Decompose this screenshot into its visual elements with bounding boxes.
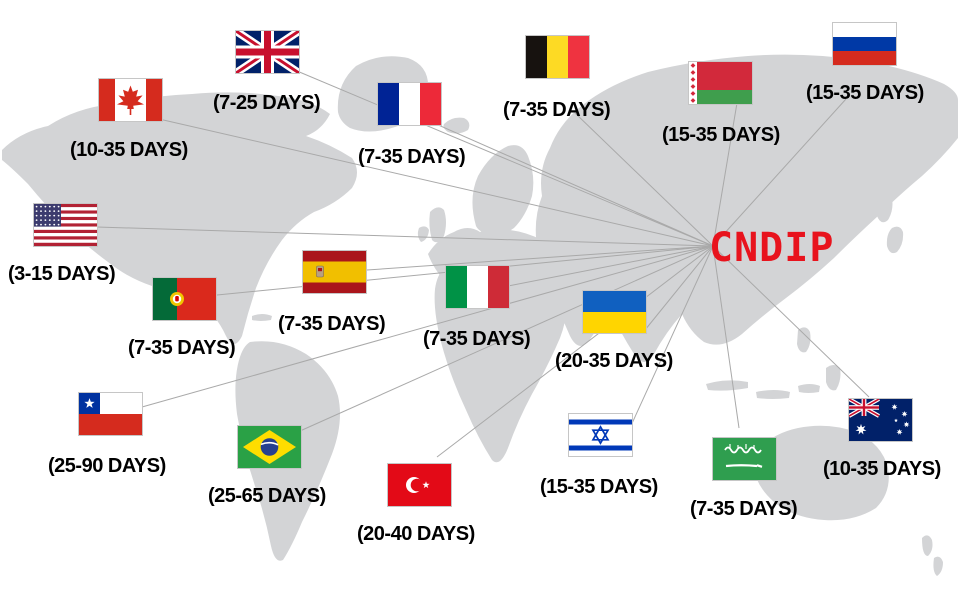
shipping-line-turkey — [436, 245, 714, 458]
shipping-days-australia: (10-35 DAYS) — [823, 458, 941, 480]
shipping-line-usa — [96, 226, 714, 247]
shipping-line-canada — [158, 118, 714, 247]
spain-flag-icon — [302, 250, 367, 294]
shipping-line-russia — [712, 98, 847, 247]
shipping-line-ukraine — [644, 245, 714, 331]
saudi-arabia-flag-icon — [712, 437, 777, 481]
israel-flag-icon — [568, 413, 633, 457]
belgium-flag-icon — [525, 35, 590, 79]
shipping-line-spain — [366, 245, 714, 271]
usa-flag-icon — [33, 203, 98, 247]
shipping-lines — [96, 70, 870, 458]
shipping-days-turkey: (20-40 DAYS) — [357, 523, 475, 545]
shipping-days-france: (7-35 DAYS) — [358, 146, 466, 168]
shipping-days-saudi_arabia: (7-35 DAYS) — [690, 498, 798, 520]
turkey-flag-icon — [387, 463, 452, 507]
chile-flag-icon — [78, 392, 143, 436]
shipping-days-belarus: (15-35 DAYS) — [662, 124, 780, 146]
shipping-line-israel — [628, 245, 714, 431]
france-flag-icon — [377, 82, 442, 126]
shipping-days-portugal: (7-35 DAYS) — [128, 337, 236, 359]
shipping-line-uk — [296, 70, 714, 247]
shipping-days-italy: (7-35 DAYS) — [423, 328, 531, 350]
shipping-days-canada: (10-35 DAYS) — [70, 139, 188, 161]
brand-title: CNDIP — [709, 225, 835, 271]
portugal-flag-icon — [152, 277, 217, 321]
shipping-days-spain: (7-35 DAYS) — [278, 313, 386, 335]
russia-flag-icon — [832, 22, 897, 66]
ukraine-flag-icon — [582, 290, 647, 334]
uk-flag-icon — [235, 30, 300, 74]
australia-flag-icon — [848, 398, 913, 442]
shipping-line-belarus — [712, 102, 738, 247]
shipping-days-chile: (25-90 DAYS) — [48, 455, 166, 477]
shipping-days-brazil: (25-65 DAYS) — [208, 485, 326, 507]
canada-flag-icon — [98, 78, 163, 122]
shipping-line-chile — [141, 245, 714, 408]
shipping-days-usa: (3-15 DAYS) — [8, 263, 116, 285]
shipping-days-ukraine: (20-35 DAYS) — [555, 350, 673, 372]
shipping-line-saudi_arabia — [712, 245, 740, 429]
shipping-days-belgium: (7-35 DAYS) — [503, 99, 611, 121]
shipping-line-australia — [712, 245, 870, 398]
shipping-line-belgium — [574, 112, 714, 247]
shipping-days-israel: (15-35 DAYS) — [540, 476, 658, 498]
brazil-flag-icon — [237, 425, 302, 469]
italy-flag-icon — [445, 265, 510, 309]
shipping-line-italy — [507, 245, 714, 287]
shipping-line-france — [435, 123, 714, 247]
shipping-days-uk: (7-25 DAYS) — [213, 92, 321, 114]
world-map-landmass — [2, 54, 958, 576]
belarus-flag-icon — [688, 61, 753, 105]
shipping-days-russia: (15-35 DAYS) — [806, 82, 924, 104]
shipping-line-brazil — [299, 245, 714, 432]
